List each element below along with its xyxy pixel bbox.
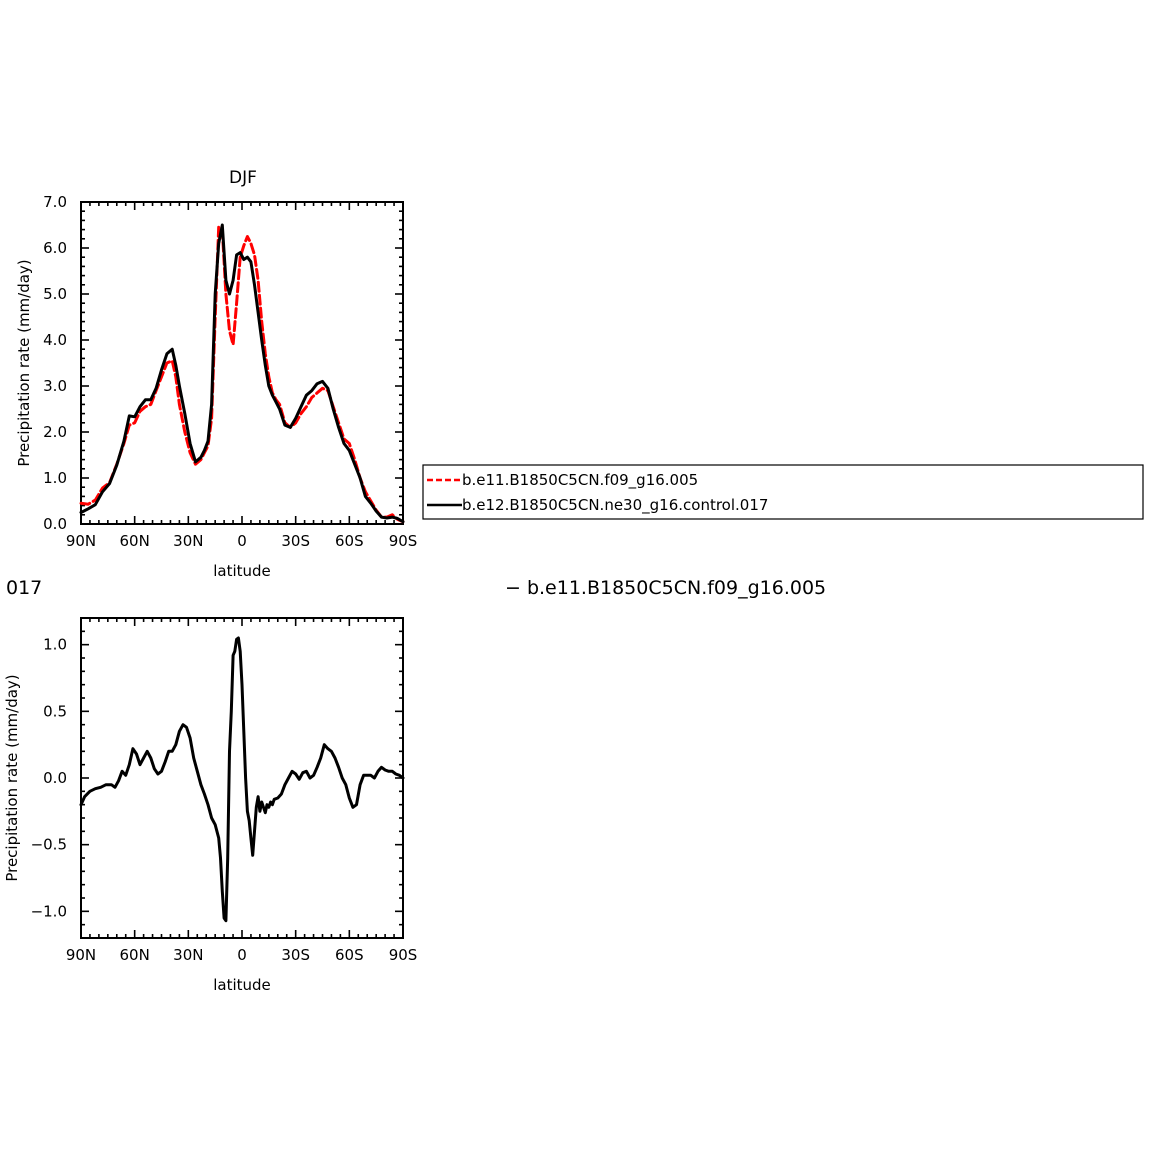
legend: b.e11.B1850C5CN.f09_g16.005 b.e12.B1850C… bbox=[422, 464, 1144, 520]
y-tick-label: 2.0 bbox=[43, 423, 67, 441]
x-tick-label: 30N bbox=[173, 946, 203, 964]
legend-box bbox=[422, 464, 1144, 520]
y-axis-label: Precipitation rate (mm/day) bbox=[15, 259, 33, 466]
y-tick-label: 3.0 bbox=[43, 377, 67, 395]
y-tick-label: 7.0 bbox=[43, 193, 67, 211]
series-line-2 bbox=[79, 223, 405, 524]
x-tick-label: 60N bbox=[120, 532, 150, 550]
panel1-series bbox=[79, 223, 405, 524]
x-tick-label: 90S bbox=[389, 946, 418, 964]
y-tick-label: −1.0 bbox=[31, 902, 67, 920]
y-tick-label: 0.0 bbox=[43, 769, 67, 787]
y-tick-label: 4.0 bbox=[43, 331, 67, 349]
panel2-series bbox=[79, 636, 405, 923]
y-tick-label: 1.0 bbox=[43, 469, 67, 487]
x-tick-label: 60N bbox=[120, 946, 150, 964]
series-line-1 bbox=[79, 225, 405, 524]
x-tick-label: 30N bbox=[173, 532, 203, 550]
x-tick-label: 60S bbox=[335, 532, 364, 550]
truncated-title-fragment-left: 017 bbox=[6, 577, 42, 599]
y-tick-label: −0.5 bbox=[31, 836, 67, 854]
x-tick-label: 90N bbox=[66, 532, 96, 550]
x-tick-label: 30S bbox=[281, 532, 310, 550]
y-axis-label-bottom: Precipitation rate (mm/day) bbox=[3, 674, 21, 881]
x-tick-label: 90S bbox=[389, 532, 418, 550]
panel2-x-tick-labels: 90N 60N 30N 0 30S 60S 90S bbox=[66, 946, 417, 964]
legend-entry-model-a: b.e11.B1850C5CN.f09_g16.005 bbox=[462, 471, 698, 490]
truncated-title-fragment-right: − b.e11.B1850C5CN.f09_g16.005 bbox=[505, 577, 826, 599]
y-tick-label: 0.0 bbox=[43, 515, 67, 533]
x-tick-label: 30S bbox=[281, 946, 310, 964]
x-tick-label: 60S bbox=[335, 946, 364, 964]
x-axis-label: latitude bbox=[213, 562, 271, 580]
chart-title: DJF bbox=[229, 168, 257, 188]
panel1-x-tick-labels: 90N 60N 30N 0 30S 60S 90S bbox=[66, 532, 417, 550]
djf-precipitation-panel: DJF 90N 60N 30N 0 30S 60S 90S 0.0 1.0 2.0 3.0 4.0 5… bbox=[15, 168, 417, 580]
x-tick-label: 90N bbox=[66, 946, 96, 964]
panel1-y-tick-labels: 0.0 1.0 2.0 3.0 4.0 5.0 6.0 7.0 bbox=[43, 193, 67, 533]
x-tick-label: 0 bbox=[237, 946, 247, 964]
y-tick-label: 1.0 bbox=[43, 636, 67, 654]
difference-panel: 90N 60N 30N 0 30S 60S 90S 1.0 0.5 0.0 −0.5 −1.0 la… bbox=[3, 617, 417, 994]
y-tick-label: 6.0 bbox=[43, 239, 67, 257]
panel2-y-tick-labels: 1.0 0.5 0.0 −0.5 −1.0 bbox=[31, 636, 67, 921]
panel1-frame bbox=[80, 201, 404, 525]
legend-entry-model-b: b.e12.B1850C5CN.ne30_g16.control.017 bbox=[462, 496, 768, 515]
series-line-1 bbox=[79, 636, 405, 923]
y-tick-label: 0.5 bbox=[43, 702, 67, 720]
x-tick-label: 0 bbox=[237, 532, 247, 550]
y-tick-label: 5.0 bbox=[43, 285, 67, 303]
x-axis-label-bottom: latitude bbox=[213, 976, 271, 994]
